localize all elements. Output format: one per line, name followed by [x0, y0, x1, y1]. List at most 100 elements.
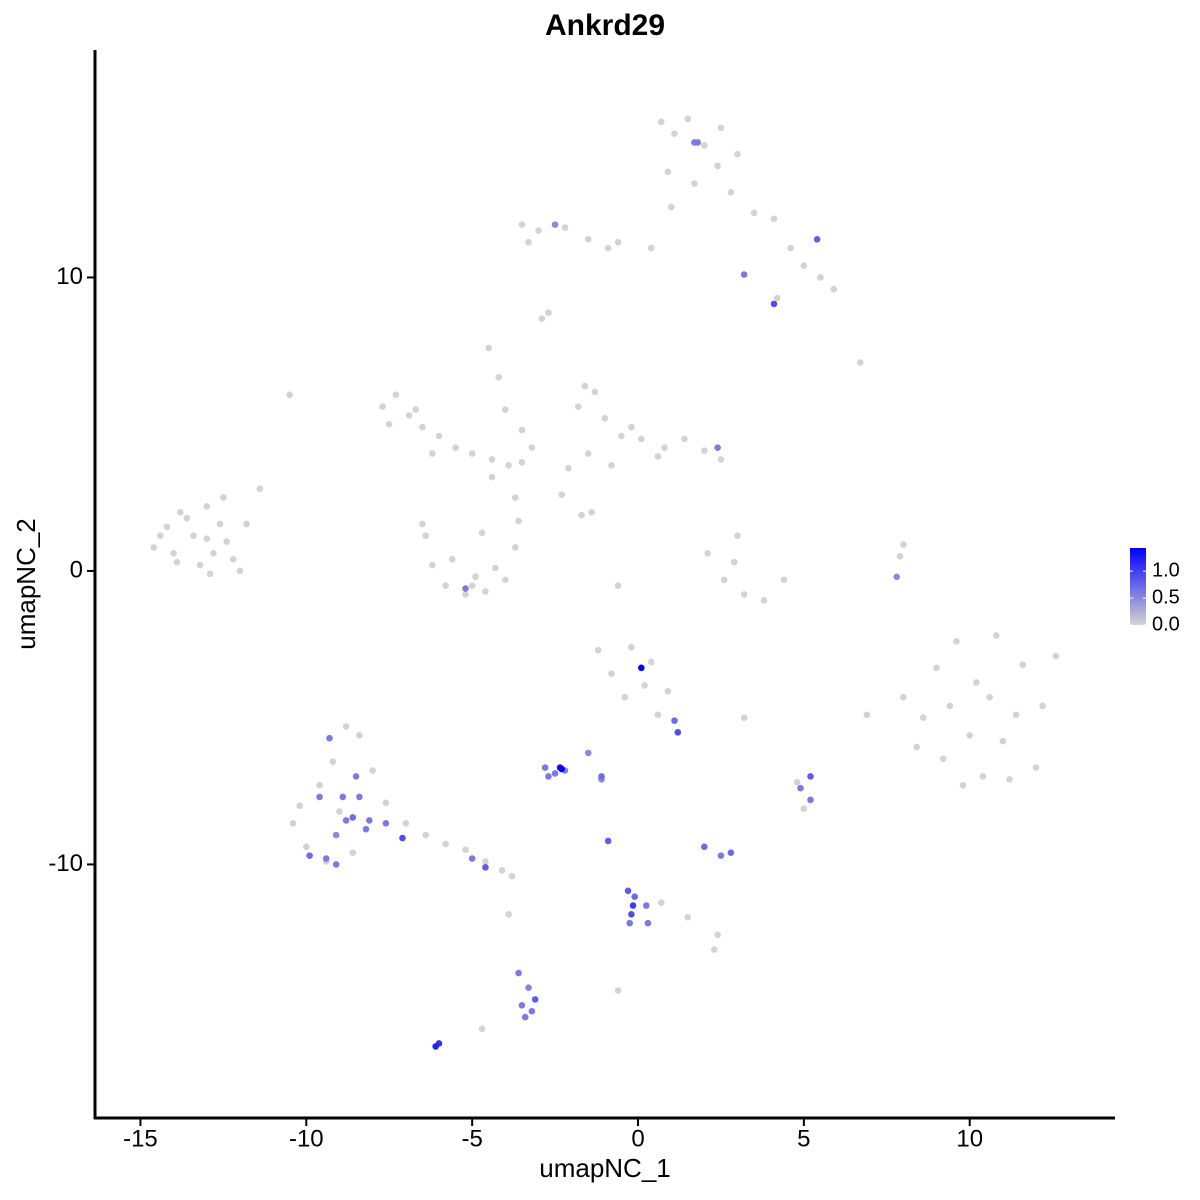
cell-point	[505, 911, 512, 918]
cell-point	[528, 444, 536, 451]
cell-point	[468, 855, 476, 862]
cell-point	[163, 523, 171, 531]
cell-point	[206, 570, 214, 578]
cell-point	[628, 423, 635, 431]
cell-point	[488, 473, 496, 481]
cell-point	[462, 846, 469, 854]
cell-point	[797, 784, 804, 792]
cell-point	[717, 852, 725, 859]
cell-point	[379, 403, 386, 410]
cell-point	[671, 130, 678, 137]
cell-point	[584, 450, 592, 457]
cell-point	[511, 494, 519, 501]
cell-point	[800, 805, 808, 812]
cell-point	[750, 209, 758, 217]
cell-point	[608, 461, 615, 469]
cell-point	[933, 664, 940, 672]
cell-point	[740, 591, 748, 598]
cell-point	[638, 664, 645, 672]
cell-point	[644, 919, 652, 927]
cell-point	[362, 825, 370, 833]
cell-point	[992, 632, 1000, 639]
cell-point	[701, 843, 708, 851]
cell-point	[531, 996, 539, 1003]
cell-point	[382, 799, 390, 807]
cell-point	[385, 420, 393, 428]
cell-point	[727, 189, 735, 196]
cell-point	[578, 511, 585, 519]
cell-point	[256, 485, 264, 493]
cell-point	[429, 450, 436, 457]
cell-point	[352, 773, 360, 780]
cell-point	[900, 693, 907, 701]
chart-title: Ankrd29	[545, 9, 665, 42]
cell-point	[701, 142, 708, 149]
cell-point	[966, 731, 974, 739]
cell-point	[472, 573, 479, 581]
cell-point	[674, 729, 682, 736]
cell-point	[422, 831, 430, 839]
cell-point	[183, 514, 191, 522]
cell-point	[807, 796, 814, 804]
cell-point	[538, 315, 546, 322]
cell-point	[598, 773, 605, 780]
cell-point	[302, 843, 310, 851]
cell-point	[657, 899, 665, 906]
cell-point	[863, 711, 871, 719]
cell-point	[999, 737, 1007, 745]
cell-point	[953, 638, 960, 645]
cell-point	[893, 573, 901, 581]
cell-point	[760, 596, 768, 604]
cell-point	[326, 734, 333, 742]
cell-point	[518, 459, 526, 466]
cell-point	[614, 987, 622, 994]
cell-point	[322, 855, 330, 862]
cell-point	[694, 139, 702, 146]
cell-point	[604, 244, 612, 252]
cell-point	[661, 444, 668, 451]
cell-point	[664, 687, 672, 695]
cell-point	[485, 344, 493, 352]
cell-point	[296, 802, 303, 810]
cell-point	[588, 508, 595, 516]
colorbar-label: 0.5	[1152, 586, 1180, 608]
cell-point	[551, 770, 559, 777]
cell-point	[203, 535, 211, 542]
cell-point	[502, 406, 509, 413]
cell-point	[704, 550, 711, 557]
x-tick-label: 5	[797, 1125, 810, 1152]
cell-point	[714, 931, 721, 939]
cell-point	[366, 817, 373, 824]
cell-point	[817, 274, 824, 281]
x-tick-label: -10	[289, 1125, 324, 1152]
cell-point	[614, 582, 622, 589]
cell-point	[412, 406, 420, 413]
cell-point	[210, 550, 217, 557]
cell-point	[190, 532, 197, 540]
cell-point	[392, 391, 400, 399]
cell-point	[551, 221, 559, 228]
cell-point	[518, 1002, 526, 1009]
cell-point	[807, 773, 814, 780]
cell-point	[717, 456, 725, 463]
cell-point	[684, 115, 692, 123]
cell-point	[657, 118, 665, 126]
cell-point	[604, 837, 612, 845]
cell-point	[770, 215, 778, 223]
cell-point	[432, 1043, 439, 1050]
cell-point	[492, 564, 499, 572]
cell-point	[973, 679, 980, 686]
cell-point	[641, 682, 648, 689]
cell-point	[813, 235, 821, 243]
cell-point	[624, 887, 632, 895]
cell-point	[349, 814, 357, 821]
cell-point	[356, 731, 363, 739]
cell-point	[402, 820, 410, 827]
x-tick-label: 10	[956, 1125, 983, 1152]
cell-point	[223, 538, 230, 545]
cell-point	[900, 541, 907, 548]
cell-point	[1012, 711, 1020, 719]
cell-point	[654, 711, 662, 719]
cell-point	[452, 444, 459, 451]
cell-point	[946, 702, 954, 710]
